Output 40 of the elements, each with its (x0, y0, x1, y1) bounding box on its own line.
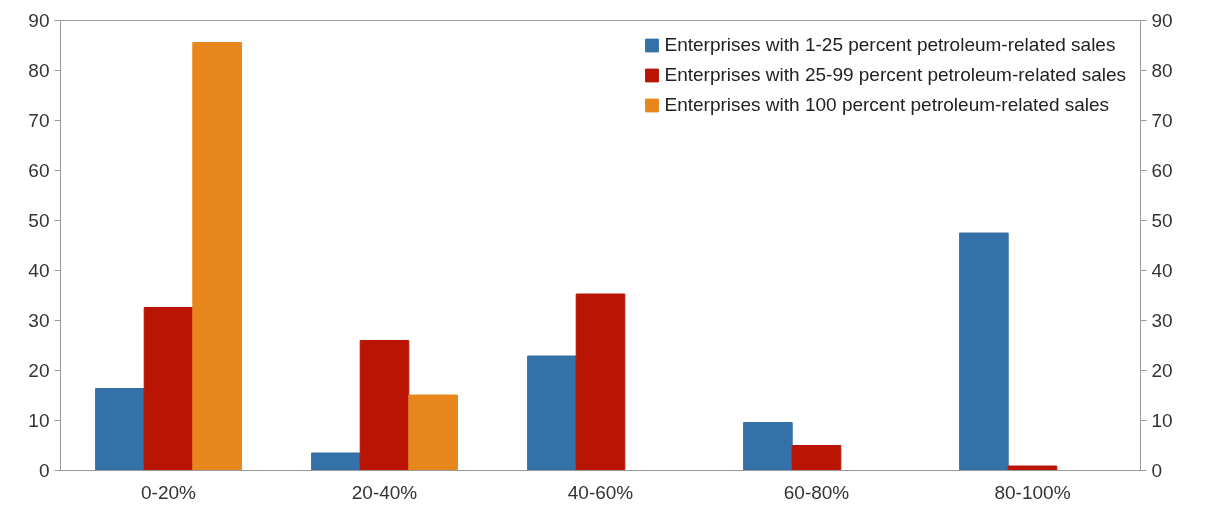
legend-label: Enterprises with 100 percent petroleum-related sales (664, 94, 1110, 116)
bar (359, 340, 410, 471)
x-tick-label: 80-100% (994, 481, 1071, 503)
bar (575, 293, 626, 471)
x-tick-label: 0-20% (141, 481, 197, 503)
y2-tick-label: 40 (1151, 260, 1173, 281)
bar (311, 452, 361, 471)
bar (743, 422, 793, 471)
y-tick-label: 90 (28, 10, 50, 31)
y2-tick-label: 80 (1151, 60, 1173, 81)
y-tick-label: 0 (38, 460, 50, 481)
y-tick-label: 80 (28, 60, 50, 81)
y2-tick-label: 50 (1151, 210, 1173, 231)
y2-tick-label: 60 (1151, 160, 1173, 181)
y2-tick-label: 70 (1151, 110, 1173, 131)
legend-label: Enterprises with 25-99 percent petroleum-related sales (664, 64, 1126, 86)
y2-tick-label: 90 (1151, 10, 1173, 31)
x-tick-label: 40-60% (567, 481, 634, 503)
bar (959, 232, 1009, 471)
bar (143, 307, 194, 471)
x-tick-label: 20-40% (351, 481, 418, 503)
y2-tick-label: 10 (1151, 410, 1173, 431)
y2-tick-label: 30 (1151, 310, 1173, 331)
bar (527, 355, 577, 471)
bar (95, 388, 145, 471)
bar (791, 445, 842, 471)
y-tick-label: 70 (28, 110, 50, 131)
bar (408, 394, 458, 471)
y-tick-label: 40 (28, 260, 50, 281)
y-tick-label: 50 (28, 210, 50, 231)
y2-tick-label: 0 (1151, 460, 1163, 481)
x-tick-label: 60-80% (783, 481, 850, 503)
y-tick-label: 20 (28, 360, 50, 381)
y-tick-label: 10 (28, 410, 50, 431)
y2-tick-label: 20 (1151, 360, 1173, 381)
legend-label: Enterprises with 1-25 percent petroleum-related sales (664, 34, 1116, 56)
bar (1007, 465, 1058, 471)
y-tick-label: 60 (28, 160, 50, 181)
y-tick-label: 30 (28, 310, 50, 331)
bar (192, 42, 242, 471)
